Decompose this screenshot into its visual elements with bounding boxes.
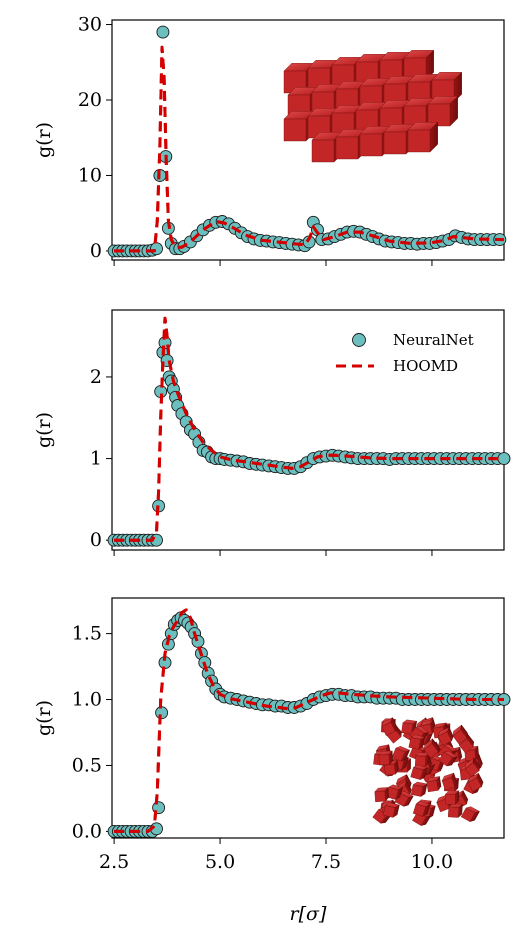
middle-axes-frame — [111, 309, 505, 551]
bottom-series-points — [107, 611, 511, 838]
bottom-x-tick-label: 10.0 — [411, 851, 453, 873]
top-data-point — [156, 25, 170, 39]
fluid-cube-front — [423, 743, 439, 759]
fluid-cube-front — [467, 777, 482, 792]
fluid-cube-front — [382, 805, 396, 818]
fluid-cube — [378, 750, 393, 766]
top-axes-frame — [111, 19, 505, 261]
fluid-cube-front — [445, 794, 456, 805]
bottom-y-tick-label: 0.5 — [72, 754, 102, 776]
ordered-cube-crystal-inset — [283, 49, 463, 163]
fluid-cube — [382, 802, 400, 818]
fluid-cube — [460, 806, 481, 822]
disordered-cube-fluid-inset — [372, 716, 484, 826]
top-reference-line-overlay — [114, 45, 505, 253]
fluid-cube — [467, 772, 484, 792]
fluid-cube — [423, 738, 439, 759]
fluid-cube — [444, 790, 460, 805]
bottom-data-point — [191, 635, 205, 648]
middle-legend: NeuralNet HOOMD — [336, 331, 474, 375]
top-y-tick-label: 20 — [78, 89, 102, 111]
crystal-cube-front — [359, 133, 383, 157]
bottom-x-tick-label: 7.5 — [311, 851, 341, 873]
fluid-cube-front — [414, 755, 426, 767]
fluid-cube — [408, 734, 426, 750]
middle-y-tick-label: 0 — [90, 529, 102, 551]
fluid-cube-front — [378, 754, 390, 766]
panel-top: 0 10 20 30 g(r) — [33, 14, 507, 266]
fluid-cube-front — [447, 806, 459, 818]
legend-hoomd-label: HOOMD — [393, 357, 458, 375]
middle-data-point — [497, 452, 511, 466]
crystal-cube — [427, 95, 459, 127]
fluid-cube — [426, 775, 442, 793]
x-axis-label: r[σ] — [290, 903, 327, 925]
fluid-cube — [447, 803, 463, 818]
fluid-cube-front — [408, 737, 421, 750]
fluid-cube-front — [426, 780, 439, 793]
fluid-cube — [414, 752, 430, 767]
crystal-cube — [407, 121, 439, 153]
fluid-cube-front — [460, 807, 476, 822]
fluid-cube — [391, 746, 411, 762]
fluid-cube — [410, 764, 428, 781]
fluid-cube-front — [441, 777, 456, 791]
middle-reference-line — [114, 316, 504, 542]
bottom-axes-frame — [111, 597, 505, 839]
fluid-cube — [410, 781, 428, 797]
fluid-cube — [441, 772, 458, 791]
top-data-point — [150, 242, 163, 256]
bottom-y-tick-label: 1.5 — [72, 623, 102, 645]
crystal-cube-front — [311, 139, 335, 163]
middle-ylabel: g(r) — [33, 412, 55, 448]
bottom-reference-line-overlay — [114, 608, 504, 833]
crystal-cube-front — [283, 118, 307, 142]
middle-y-tick-label: 2 — [90, 366, 102, 388]
legend-neuralnet-marker — [352, 333, 366, 347]
top-y-tick-label: 30 — [78, 14, 102, 36]
fluid-cube-front — [410, 767, 424, 780]
fluid-cube-front — [401, 722, 414, 735]
fluid-cube — [437, 726, 454, 746]
fluid-cube — [412, 801, 431, 817]
fluid-cube-front — [452, 729, 468, 745]
top-y-tick-label: 0 — [90, 240, 102, 262]
fluid-cube — [452, 724, 468, 745]
middle-series-hoomd — [114, 316, 504, 542]
fluid-cube-front — [412, 803, 426, 817]
fluid-cube-front — [458, 738, 474, 754]
middle-reference-line-overlay — [114, 316, 504, 542]
fluid-cube-front — [384, 764, 396, 776]
fluid-cube — [381, 717, 398, 736]
top-y-tick-label: 10 — [78, 164, 102, 186]
panel-bottom: 2.5 5.0 7.5 10.0 0.0 0.5 1.0 1.5 g(r) — [33, 597, 511, 873]
crystal-cube-front — [407, 129, 431, 153]
fluid-cube — [374, 786, 389, 803]
fluid-cube-front — [391, 747, 406, 762]
fluid-cube-front — [438, 751, 453, 767]
top-ylabel: g(r) — [33, 122, 55, 158]
fluid-cube-front — [381, 721, 396, 736]
fluid-cube — [438, 750, 458, 767]
crystal-cube-front — [335, 136, 359, 160]
fluid-cube-front — [410, 784, 424, 797]
bottom-x-tick-label: 5.0 — [205, 851, 235, 873]
bottom-x-tick-label: 2.5 — [99, 851, 129, 873]
fluid-cube-front — [374, 790, 386, 803]
legend-neuralnet-label: NeuralNet — [393, 331, 474, 349]
bottom-y-tick-label: 0.0 — [72, 820, 102, 842]
middle-y-tick-label: 1 — [90, 448, 102, 470]
bottom-y-tick-label: 1.0 — [72, 689, 102, 711]
middle-series-neuralnet — [107, 336, 511, 547]
panel-middle: 0 1 2 g(r) NeuralNet HOOMD — [33, 309, 511, 556]
crystal-cube-front — [383, 131, 407, 155]
bottom-ylabel: g(r) — [33, 700, 55, 736]
fluid-cube — [464, 757, 481, 778]
crystal-cube-front — [427, 103, 451, 127]
fluid-cube-front — [438, 731, 452, 746]
fluid-cube-front — [464, 762, 480, 778]
